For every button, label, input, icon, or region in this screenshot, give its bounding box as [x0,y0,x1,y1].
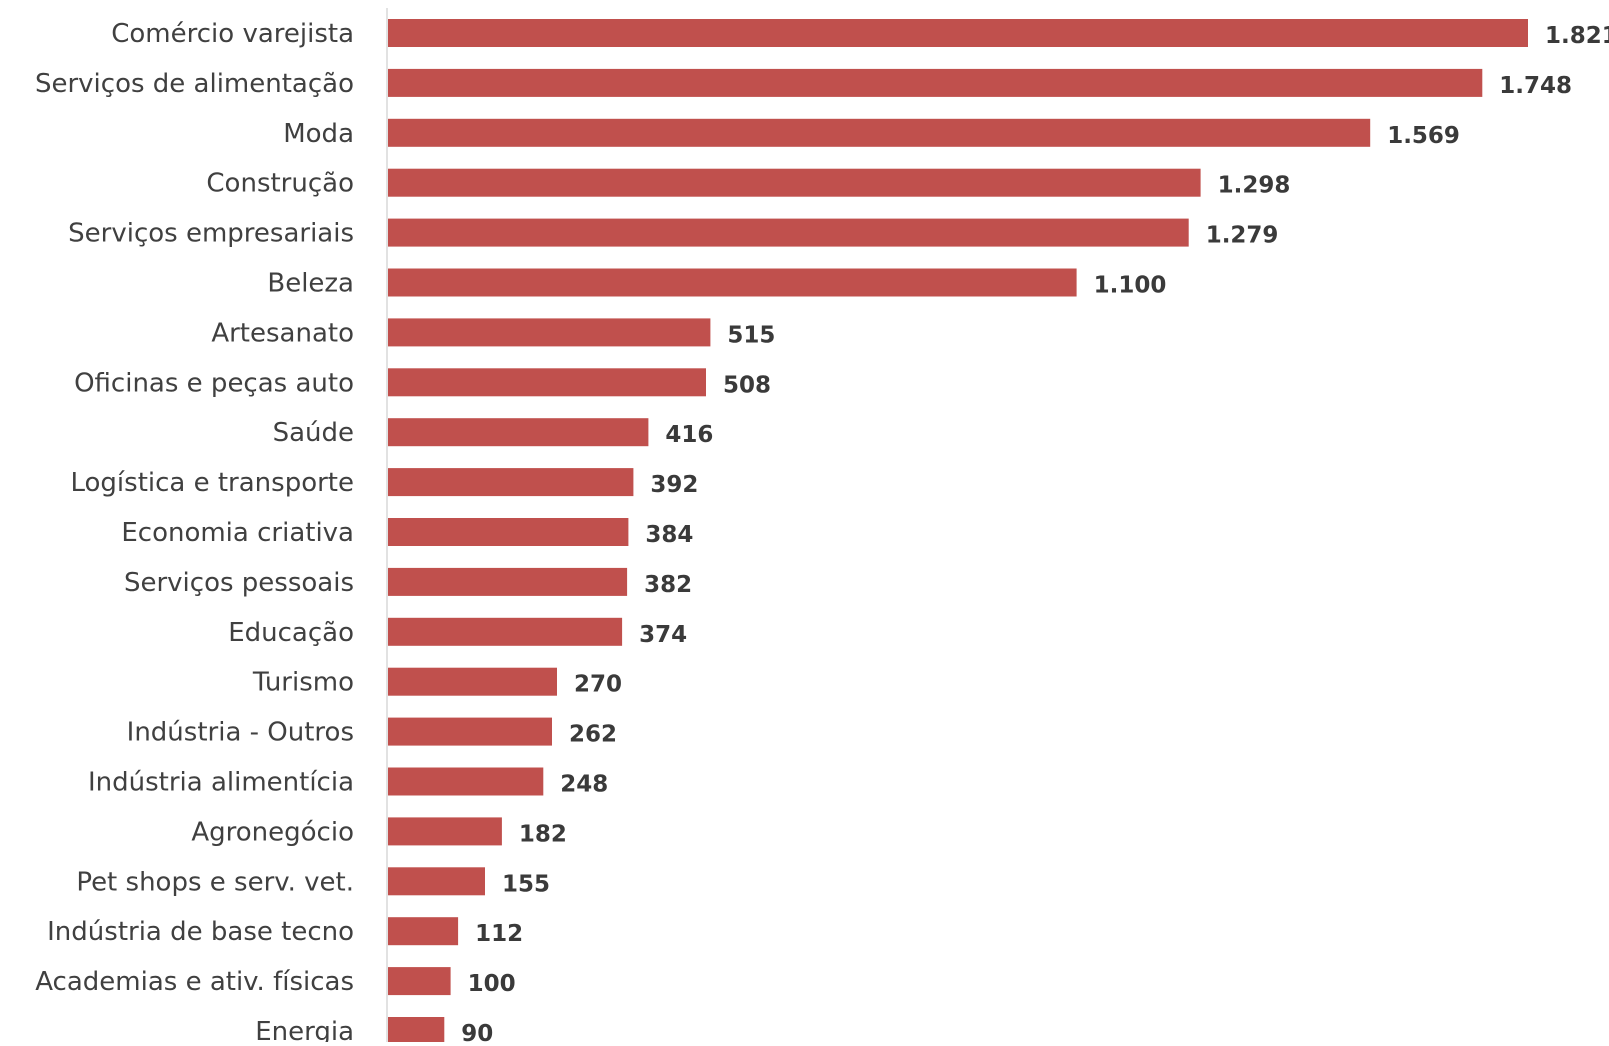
value-labels-layer: 1.821 1.748 1.569 1.298 1.279 1.100 515 508 416 3… [461,23,1609,1046]
category-label: Serviços de alimentação [35,69,354,99]
value-label: 384 [645,522,693,548]
value-label: 416 [665,422,713,448]
category-label: Indústria alimentícia [88,768,354,798]
value-label: 262 [569,722,617,748]
value-label: 1.100 [1094,273,1167,299]
category-label: Economia criativa [121,518,354,548]
category-label: Turismo [252,668,354,698]
category-label: Beleza [267,269,354,299]
category-label: Pet shops e serv. vet. [76,867,354,897]
bar [388,368,706,397]
bar [388,1017,445,1045]
category-label: Saúde [273,418,354,448]
value-label: 182 [519,821,567,847]
value-label: 508 [723,372,771,398]
category-labels-layer: Comércio varejista Serviços de alimentaçã… [35,19,354,1046]
category-label: Artesanato [211,318,354,348]
bar [388,468,634,497]
bar [388,518,629,546]
bar [388,68,1483,97]
bar [388,268,1077,297]
category-label: Construção [206,169,354,199]
category-label: Moda [283,119,354,149]
value-label: 1.569 [1387,123,1460,149]
value-label: 382 [644,572,692,598]
bar [388,318,711,347]
bar [388,118,1371,147]
bar [388,567,628,596]
bar [388,218,1189,247]
bar [388,767,544,796]
category-label: Agronegócio [191,817,354,847]
value-label: 374 [639,622,687,648]
value-label: 112 [475,921,523,947]
value-label: 515 [727,322,775,348]
value-label: 1.298 [1218,173,1291,199]
category-label: Comércio varejista [111,19,354,49]
bar [388,817,502,846]
bar [388,19,1528,47]
value-label: 90 [461,1021,493,1042]
value-label: 248 [560,772,608,798]
bar [388,667,557,696]
category-label: Educação [228,618,354,648]
value-label: 392 [650,472,698,498]
category-label: Serviços empresariais [68,219,354,249]
bar [388,917,459,946]
category-label: Logística e transporte [70,468,354,498]
bar [388,967,451,996]
bar [388,617,623,646]
bars-layer [388,19,1528,1045]
bar [388,867,485,896]
value-label: 1.748 [1499,73,1572,99]
bar [388,168,1201,197]
bar [388,717,552,746]
category-label: Indústria de base tecno [47,917,354,947]
value-label: 270 [574,672,622,698]
value-label: 1.279 [1206,223,1279,249]
value-label: 1.821 [1545,23,1609,49]
category-label: Academias e ativ. físicas [35,967,354,997]
value-label: 100 [468,971,516,997]
category-label: Indústria - Outros [127,718,354,748]
category-label: Serviços pessoais [124,568,354,598]
bar [388,418,649,447]
category-label: Energia [255,1017,354,1042]
category-label: Oficinas e peças auto [74,368,354,398]
value-label: 155 [502,871,550,897]
